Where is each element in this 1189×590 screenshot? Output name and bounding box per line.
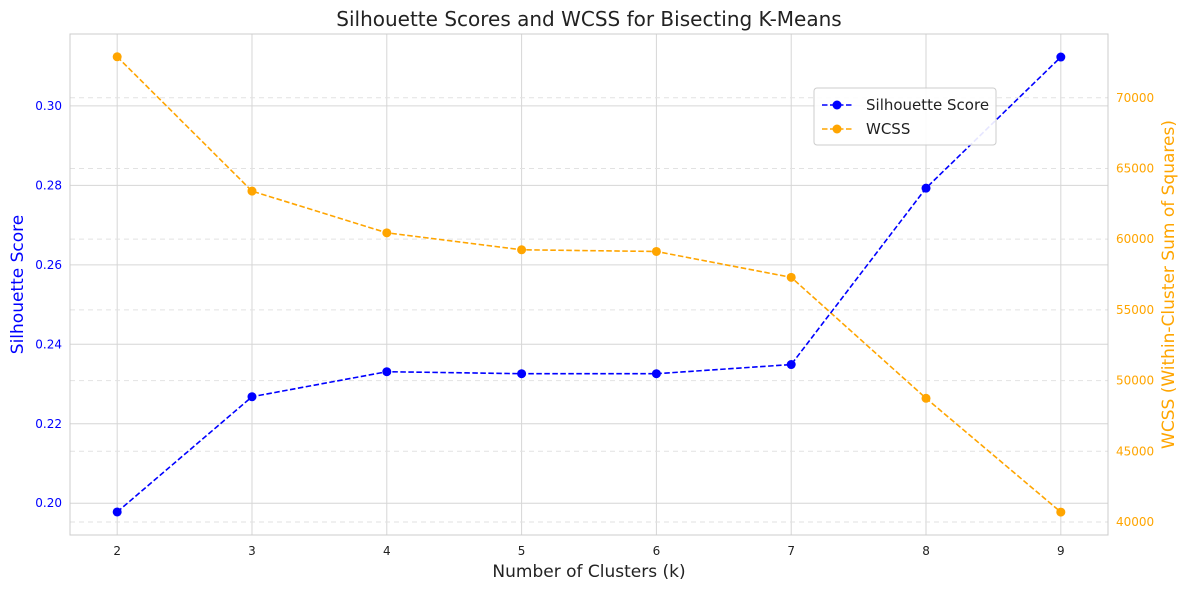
y-right-tick-label: 40000 [1116, 515, 1154, 529]
x-tick-label: 3 [248, 544, 256, 558]
y-left-tick-label: 0.26 [35, 258, 62, 272]
wcss-series-line [116, 56, 1062, 513]
legend-label-silhouette: Silhouette Score [866, 96, 989, 114]
wcss-point [651, 246, 661, 256]
tick-layer: 2 3 4 5 6 7 8 9 0.20 0.22 0.24 0.26 0.28 0.30 40000 450… [35, 91, 1154, 558]
legend-swatch-silhouette-marker [832, 100, 842, 110]
silhouette-point [112, 507, 122, 517]
x-tick-label: 2 [113, 544, 121, 558]
silhouette-point [517, 369, 527, 379]
legend-label-wcss: WCSS [866, 120, 910, 138]
y-left-tick-label: 0.20 [35, 496, 62, 510]
legend-box [813, 87, 997, 146]
x-tick-label: 8 [922, 544, 930, 558]
silhouette-point [382, 367, 392, 377]
y-left-tick-label: 0.22 [35, 417, 62, 431]
wcss-point [786, 272, 796, 282]
silhouette-point [921, 183, 931, 193]
wcss-point [247, 186, 257, 196]
plot-area-frame [69, 33, 1109, 536]
wcss-point [1056, 507, 1066, 517]
x-tick-label: 9 [1057, 544, 1065, 558]
y-left-tick-label: 0.24 [35, 337, 62, 351]
legend: Silhouette Score WCSS [813, 87, 997, 146]
silhouette-point [651, 369, 661, 379]
y-right-tick-label: 50000 [1116, 374, 1154, 388]
chart-title: Silhouette Scores and WCSS for Bisecting… [336, 7, 841, 31]
y-axis-right-label: WCSS (Within-Cluster Sum of Squares) [1159, 120, 1179, 449]
wcss-point [382, 228, 392, 238]
silhouette-point [786, 360, 796, 370]
x-tick-label: 4 [383, 544, 391, 558]
silhouette-point [1056, 52, 1066, 62]
y-right-tick-label: 55000 [1116, 303, 1154, 317]
y-right-tick-label: 45000 [1116, 444, 1154, 458]
silhouette-point [247, 392, 257, 402]
y-right-tick-label: 65000 [1116, 161, 1154, 175]
series-layer [112, 52, 1066, 517]
silhouette-series-line [116, 56, 1062, 513]
x-tick-label: 6 [653, 544, 661, 558]
y-right-tick-label: 60000 [1116, 232, 1154, 246]
y-left-tick-label: 0.28 [35, 178, 62, 192]
wcss-point [517, 245, 527, 255]
x-tick-label: 7 [787, 544, 795, 558]
wcss-point [112, 52, 122, 62]
x-axis-label: Number of Clusters (k) [492, 562, 685, 582]
legend-swatch-wcss-marker [832, 124, 842, 134]
y-right-tick-label: 70000 [1116, 91, 1154, 105]
wcss-point [921, 393, 931, 403]
y-axis-left-label: Silhouette Score [8, 215, 28, 354]
x-tick-label: 5 [518, 544, 526, 558]
y-left-tick-label: 0.30 [35, 99, 62, 113]
